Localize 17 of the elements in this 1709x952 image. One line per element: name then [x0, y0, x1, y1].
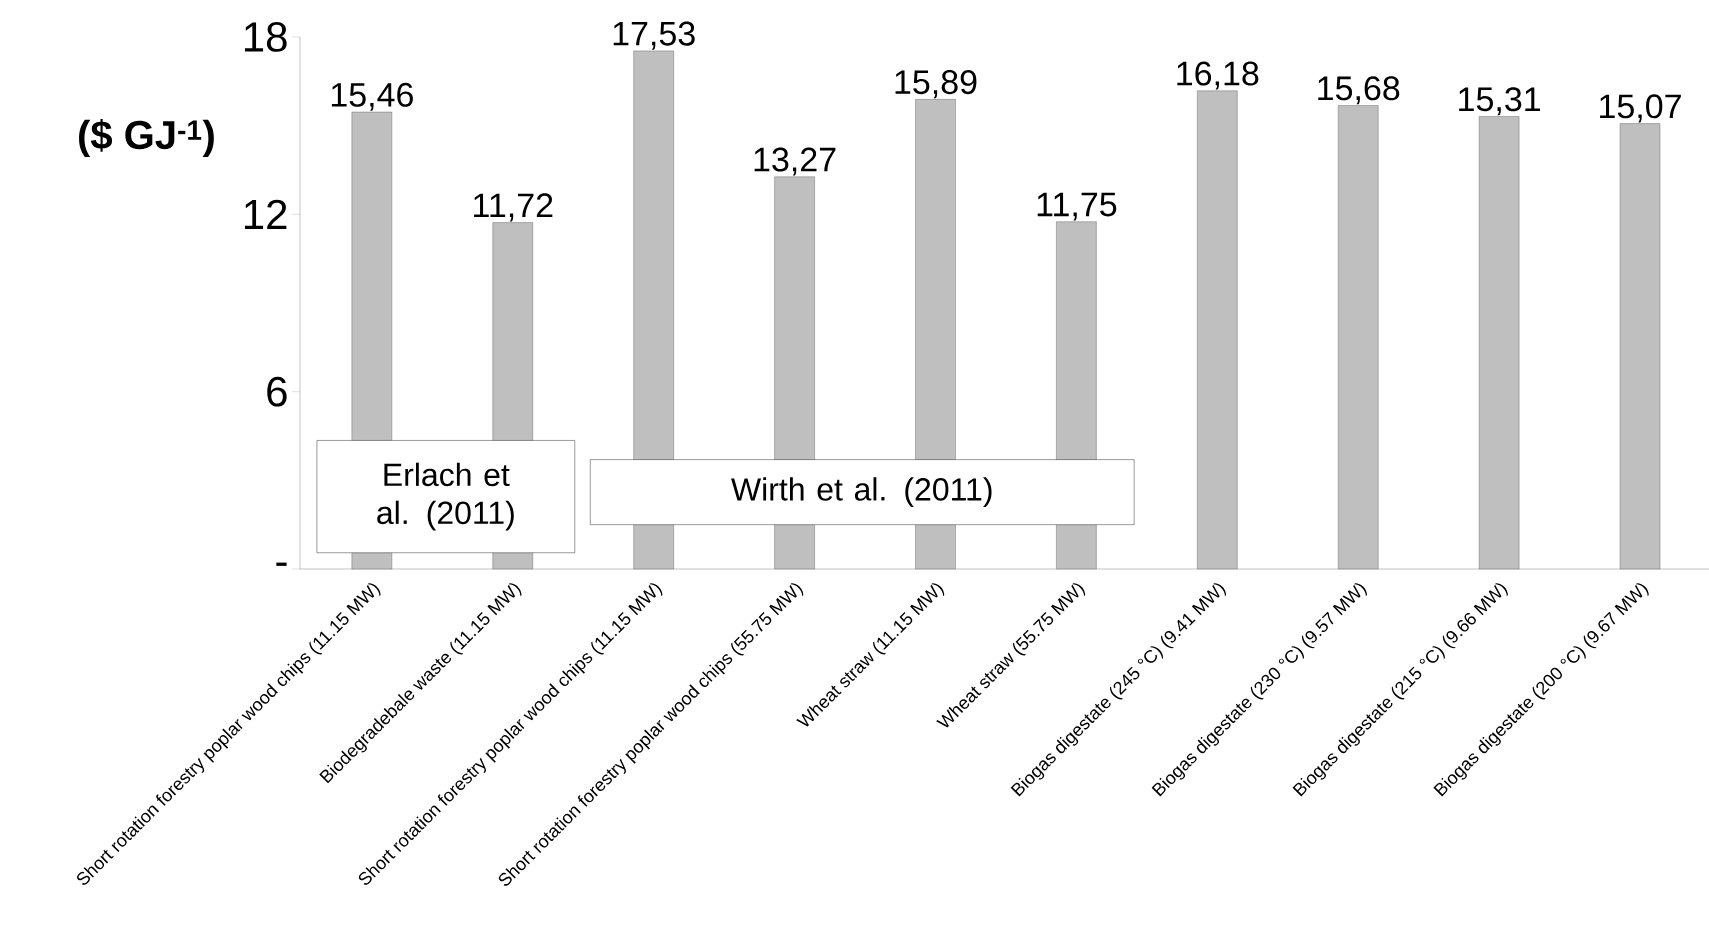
data-label: 15,89: [895, 70, 977, 99]
data-label: 17,53: [613, 21, 695, 50]
y-tick-label: 6: [267, 376, 287, 407]
data-label: 15,31: [1459, 87, 1540, 116]
data-label: 16,18: [1177, 61, 1259, 90]
y-tick-label: 12: [244, 199, 287, 229]
data-label: 11,75: [1037, 192, 1117, 221]
y-tick-label: 18: [244, 22, 287, 52]
y-axis-title: ($ GJ$^{-1}$): [79, 119, 214, 158]
data-label: 13,27: [754, 147, 836, 176]
annotation: Wirth et al. (2011): [731, 477, 992, 508]
data-label: 15,46: [331, 82, 413, 111]
data-label: 15,68: [1318, 76, 1400, 105]
annotation: Erlach et al. (2011): [377, 462, 514, 531]
y-tick-label: -: [276, 562, 287, 566]
data-label: 11,72: [474, 193, 553, 222]
data-label: 15,07: [1600, 94, 1681, 123]
